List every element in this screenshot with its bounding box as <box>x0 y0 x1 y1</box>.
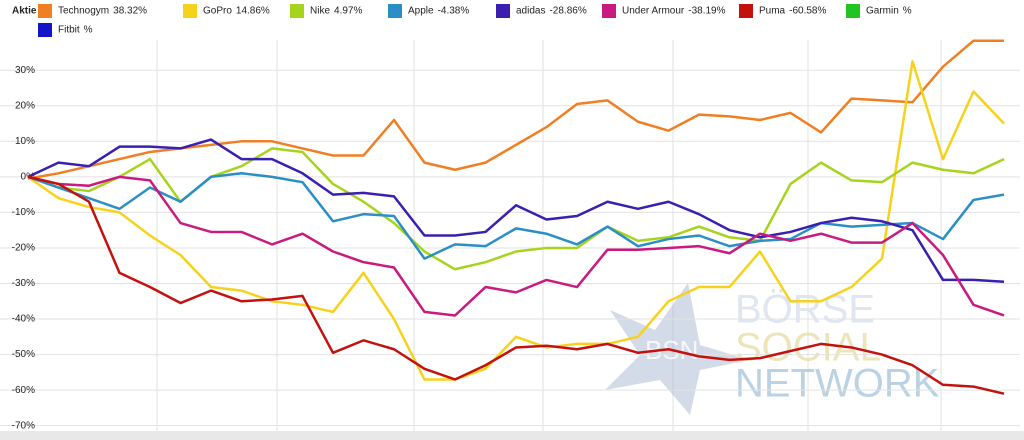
watermark-star <box>605 283 750 415</box>
legend-label: Garmin <box>866 6 899 17</box>
legend-value: 14.86% <box>236 6 270 17</box>
series-line <box>27 172 1005 260</box>
legend-swatch <box>388 4 402 18</box>
y-tick-label: 20% <box>15 100 35 111</box>
legend-label: GoPro <box>203 6 232 17</box>
series-line <box>27 175 1005 317</box>
legend-value: % <box>84 25 93 36</box>
y-tick-label: 10% <box>15 136 35 147</box>
legend-title: Aktie <box>12 6 37 17</box>
legend-label: Fitbit <box>58 25 80 36</box>
legend-swatch <box>290 4 304 18</box>
legend-swatch <box>846 4 860 18</box>
y-tick-label: -20% <box>12 243 35 254</box>
series-line <box>27 39 1004 180</box>
watermark: BÖRSE <box>735 288 875 332</box>
legend-value: -28.86% <box>549 6 586 17</box>
y-tick-label: -40% <box>12 314 35 325</box>
legend-value: -38.19% <box>688 6 725 17</box>
legend-value: 4.97% <box>334 6 362 17</box>
y-tick-label: -50% <box>12 349 35 360</box>
y-tick-label: 30% <box>15 65 35 76</box>
legend-label: Puma <box>759 6 786 17</box>
y-tick-label: -30% <box>12 278 35 289</box>
legend-label: Under Armour <box>622 6 685 17</box>
legend-swatch <box>602 4 616 18</box>
legend-label: Apple <box>408 6 434 17</box>
series-line <box>27 60 1005 381</box>
series-line <box>27 138 1005 283</box>
legend-label: adidas <box>516 6 545 17</box>
legend-swatch <box>496 4 510 18</box>
legend-label: Technogym <box>58 6 109 17</box>
legend-value: -4.38% <box>438 6 470 17</box>
legend-value: 38.32% <box>113 6 147 17</box>
legend-label: Nike <box>310 6 330 17</box>
legend-swatch <box>739 4 753 18</box>
legend-value: -60.58% <box>789 6 826 17</box>
watermark: NETWORK <box>735 362 940 406</box>
legend-swatch <box>38 23 52 37</box>
y-tick-label: -60% <box>12 385 35 396</box>
y-tick-label: -70% <box>12 420 35 431</box>
y-tick-label: -10% <box>12 207 35 218</box>
scroll-strip <box>0 431 1024 440</box>
y-tick-label: 0% <box>21 171 36 182</box>
legend-swatch <box>183 4 197 18</box>
legend-swatch <box>38 4 52 18</box>
legend-value: % <box>903 6 912 17</box>
series-line <box>27 175 1005 395</box>
